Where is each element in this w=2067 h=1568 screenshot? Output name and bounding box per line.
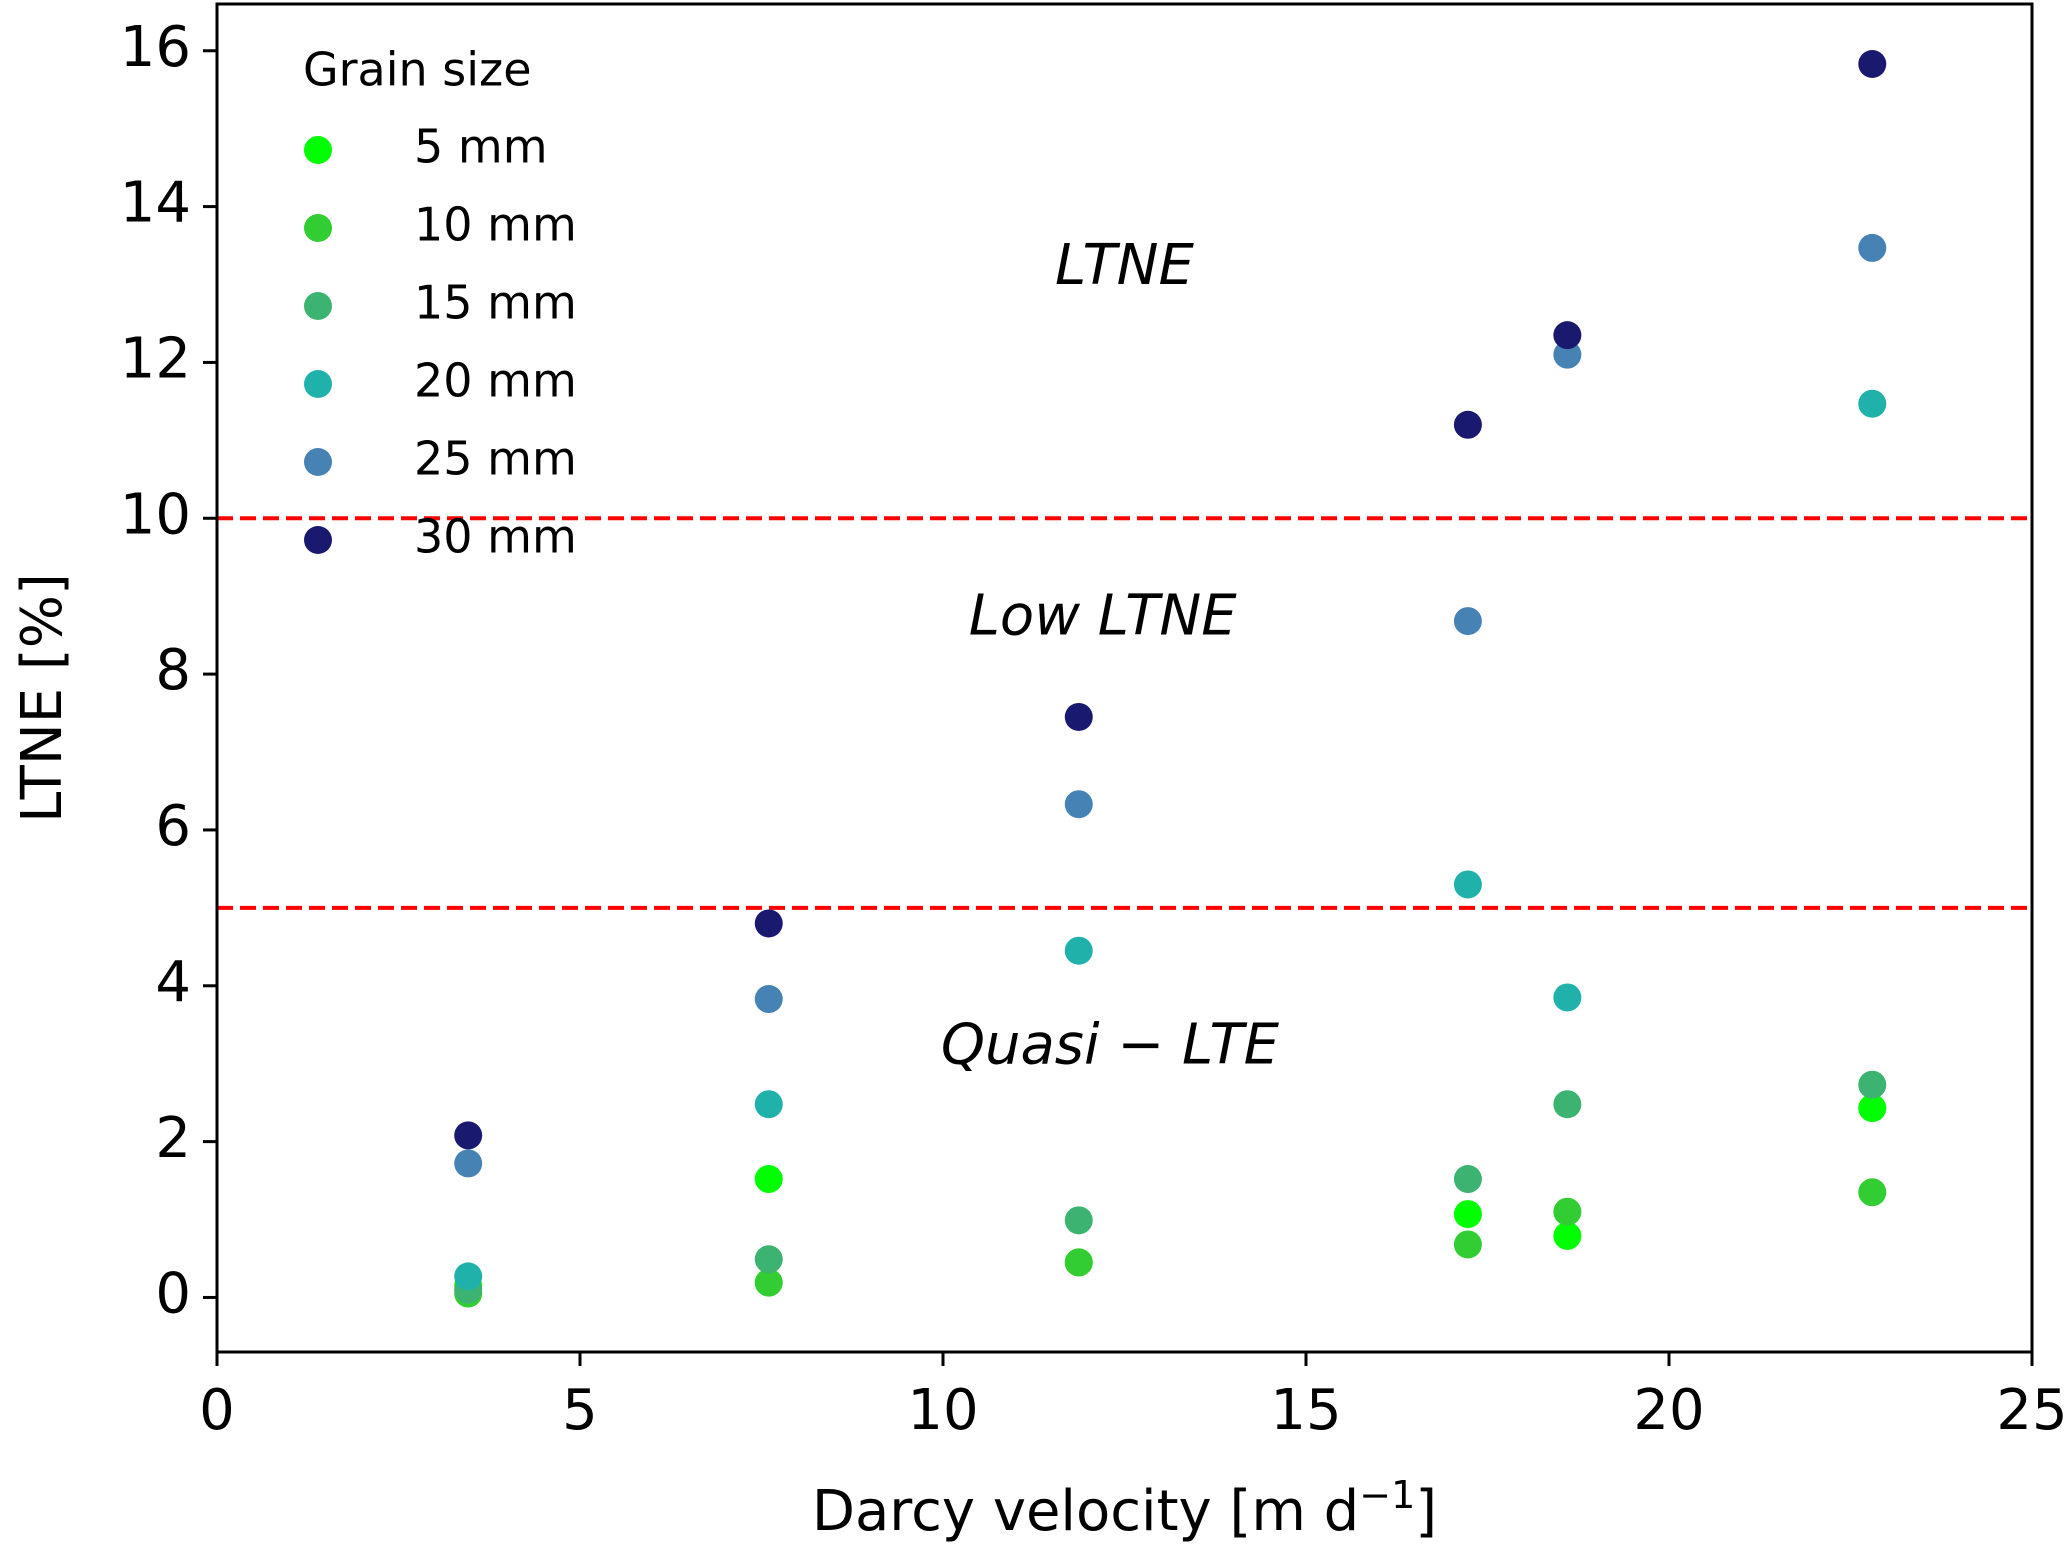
- data-point-30-mm-3: [1453, 410, 1482, 439]
- legend-marker-30-mm: [304, 526, 332, 554]
- data-point-5-mm-3: [1453, 1200, 1482, 1229]
- x-axis-label-suffix: ]: [1415, 1479, 1437, 1544]
- data-point-25-mm-1: [754, 985, 783, 1014]
- y-tick-label-16: 16: [120, 15, 191, 80]
- data-point-30-mm-1: [754, 909, 783, 938]
- data-point-30-mm-0: [454, 1121, 483, 1150]
- plot-frame: [215, 2, 2034, 1354]
- legend-marker-10-mm: [304, 214, 332, 242]
- legend-label-25-mm: 25 mm: [414, 432, 577, 486]
- data-point-20-mm-3: [1453, 870, 1482, 899]
- legend-label-15-mm: 15 mm: [414, 276, 577, 330]
- y-axis-label: LTNE [%]: [10, 573, 75, 823]
- data-point-20-mm-5: [1858, 389, 1887, 418]
- data-point-15-mm-4: [1553, 1090, 1582, 1119]
- data-point-25-mm-0: [454, 1149, 483, 1178]
- x-axis-label: Darcy velocity [m d−1]: [812, 1473, 1437, 1544]
- y-tick-label-4: 4: [155, 950, 191, 1015]
- region-label-0: LTNE: [1055, 233, 1194, 298]
- axes: 0 5 10 15 20 25 0 2 4 6 8 10 12 14 16 Darcy velocity [m…: [10, 2, 2067, 1544]
- y-tick-label-6: 6: [155, 794, 191, 859]
- legend-marker-5-mm: [304, 136, 332, 164]
- x-tick-label-10: 10: [907, 1378, 978, 1443]
- x-tick-label-0: 0: [199, 1378, 235, 1443]
- legend-marker-15-mm: [304, 292, 332, 320]
- x-tick-label-20: 20: [1633, 1378, 1704, 1443]
- region-annotations: LTNE Low LTNE Quasi − LTE: [941, 233, 1280, 1077]
- data-point-10-mm-3: [1453, 1230, 1482, 1259]
- data-point-10-mm-1: [754, 1268, 783, 1297]
- x-tick-label-25: 25: [1996, 1378, 2067, 1443]
- data-point-5-mm-1: [754, 1165, 783, 1194]
- y-tick-label-8: 8: [155, 638, 191, 703]
- data-point-10-mm-5: [1858, 1178, 1887, 1207]
- data-point-5-mm-4: [1553, 1221, 1582, 1250]
- y-tick-label-2: 2: [155, 1106, 191, 1171]
- data-point-25-mm-4: [1553, 340, 1582, 369]
- legend-label-10-mm: 10 mm: [414, 198, 577, 252]
- region-label-1: Low LTNE: [969, 584, 1238, 649]
- data-point-20-mm-4: [1553, 983, 1582, 1012]
- data-point-25-mm-5: [1858, 233, 1887, 262]
- y-tick-label-12: 12: [120, 327, 191, 392]
- region-label-2: Quasi − LTE: [941, 1012, 1280, 1077]
- data-point-15-mm-5: [1858, 1070, 1887, 1099]
- legend-label-20-mm: 20 mm: [414, 354, 577, 408]
- data-point-30-mm-5: [1858, 49, 1887, 78]
- x-axis-label-superscript: −1: [1359, 1473, 1415, 1517]
- data-point-25-mm-3: [1453, 607, 1482, 636]
- data-point-20-mm-2: [1064, 936, 1093, 965]
- x-axis-label-main: Darcy velocity [m d: [812, 1479, 1359, 1544]
- data-point-15-mm-2: [1064, 1206, 1093, 1235]
- data-point-30-mm-2: [1064, 702, 1093, 731]
- legend-title: Grain size: [303, 43, 532, 97]
- data-point-20-mm-1: [754, 1090, 783, 1119]
- data-point-20-mm-0: [454, 1262, 483, 1291]
- x-tick-label-5: 5: [562, 1378, 598, 1443]
- data-point-30-mm-4: [1553, 321, 1582, 350]
- y-tick-label-14: 14: [120, 171, 191, 236]
- threshold-lines: [217, 516, 2032, 910]
- legend-label-5-mm: 5 mm: [414, 120, 548, 174]
- legend-marker-20-mm: [304, 370, 332, 398]
- legend-label-30-mm: 30 mm: [414, 510, 577, 564]
- y-tick-label-10: 10: [120, 482, 191, 547]
- legend-marker-25-mm: [304, 448, 332, 476]
- data-point-5-mm-5: [1858, 1094, 1887, 1123]
- data-point-25-mm-2: [1064, 790, 1093, 819]
- y-tick-label-0: 0: [155, 1262, 191, 1327]
- x-tick-label-15: 15: [1270, 1378, 1341, 1443]
- legend: Grain size 5 mm 10 mm 15 mm 20 mm 25 mm 30 mm: [303, 43, 577, 564]
- data-point-15-mm-1: [754, 1245, 783, 1274]
- data-point-10-mm-2: [1064, 1248, 1093, 1277]
- data-points: [454, 49, 1887, 1308]
- data-point-10-mm-4: [1553, 1197, 1582, 1226]
- data-point-15-mm-3: [1453, 1165, 1482, 1194]
